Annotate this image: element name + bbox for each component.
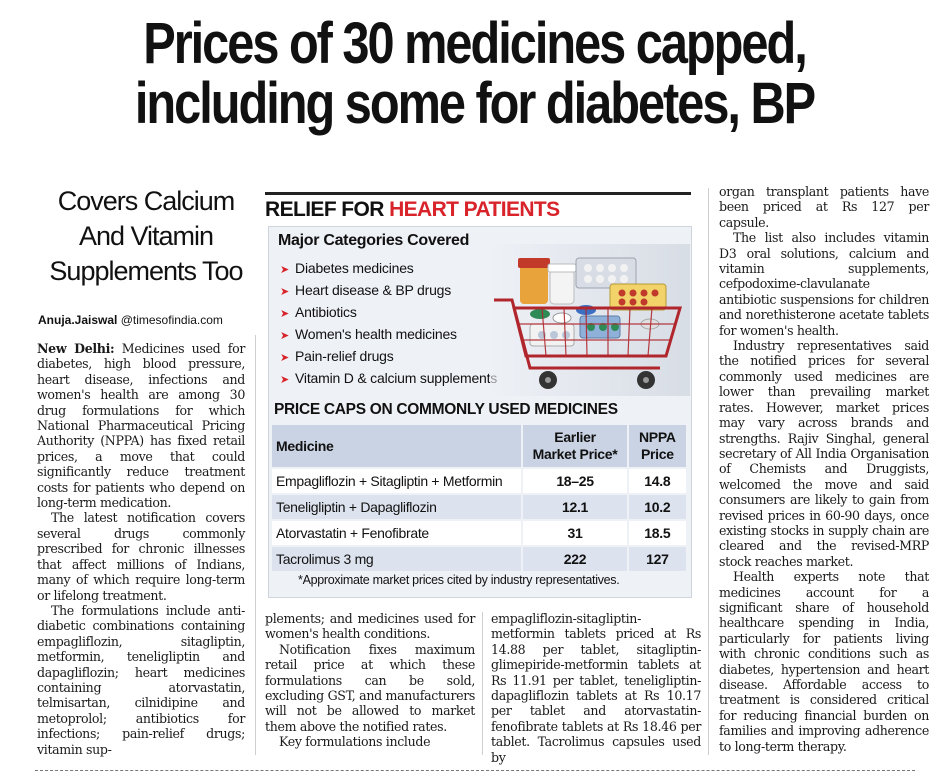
category-label: Diabetes medicines <box>295 260 414 276</box>
infobox-title: RELIEF FOR HEART PATIENTS <box>265 198 560 221</box>
category-label: Antibiotics <box>295 304 357 320</box>
column-header-nppa-price: NPPA Price <box>627 425 686 468</box>
cell-earlier-price: 12.1 <box>522 493 629 520</box>
category-label: Heart disease & BP drugs <box>295 282 452 298</box>
cell-medicine: Tacrolimus 3 mg <box>272 545 524 571</box>
table-row: Atorvastatin + Fenofibrate 31 18.5 <box>272 519 686 546</box>
article-paragraph: Industry representatives said the notifi… <box>719 338 929 569</box>
article-column-1: New Delhi: Medicines used for diabetes, … <box>37 341 245 757</box>
cell-medicine: Empagliflozin + Sitagliptin + Metformin <box>272 467 524 494</box>
table-row: Empagliflozin + Sitagliptin + Metformin 1… <box>272 467 686 494</box>
category-item: ➤ Women's health medicines <box>280 323 497 345</box>
article-paragraph: Notification fixes maximum retail price … <box>265 641 475 734</box>
article-paragraph: The latest notification covers several d… <box>37 510 245 603</box>
categories-list: ➤ Diabetes medicines ➤ Heart disease & BP d… <box>280 257 497 389</box>
column-header-medicine: Medicine <box>272 425 524 468</box>
cell-nppa-price: 14.8 <box>627 467 686 494</box>
article-paragraph: Key formulations include <box>279 734 431 750</box>
column-divider <box>255 335 256 755</box>
table-header-row: Medicine Earlier Market Price* NPPA Price <box>272 425 686 468</box>
article-paragraph: organ transplant patients have been pric… <box>719 184 929 230</box>
headline-line-1: Prices of 30 medicines capped, <box>143 11 808 76</box>
column-divider <box>708 188 709 755</box>
category-item: ➤ Vitamin D & calcium supplements <box>280 367 497 389</box>
cell-earlier-price: 18–25 <box>522 467 629 494</box>
article-paragraph: New Delhi: Medicines used for diabetes, … <box>37 341 245 511</box>
column-divider <box>482 612 483 755</box>
subhead: Covers Calcium And Vitamin Supplements T… <box>30 184 262 289</box>
byline-author: Anuja.Jaiswal <box>38 313 118 327</box>
cell-nppa-price: 18.5 <box>627 519 686 546</box>
category-label: Women's health medicines <box>295 326 457 342</box>
article-column-2: plements; and medicines used for women's… <box>265 611 475 750</box>
arrow-bullet-icon: ➤ <box>280 330 290 342</box>
arrow-bullet-icon: ➤ <box>280 286 290 298</box>
subhead-line-2: And Vitamin <box>78 221 214 251</box>
article-paragraph: The formulations include anti-diabetic c… <box>37 602 245 757</box>
infobox-top-rule <box>265 192 691 195</box>
arrow-bullet-icon: ➤ <box>280 264 290 276</box>
article-column-4: organ transplant patients have been pric… <box>719 184 929 754</box>
article-paragraph: empagliflozin-sitagliptin-metformin tabl… <box>491 611 701 765</box>
article-paragraph: The list also includes vitamin D3 oral s… <box>719 230 929 338</box>
table-row: Teneligliptin + Dapagliflozin 12.1 10.2 <box>272 493 686 520</box>
cell-earlier-price: 31 <box>522 519 629 546</box>
arrow-bullet-icon: ➤ <box>280 374 290 386</box>
cell-nppa-price: 127 <box>627 545 686 571</box>
cell-medicine: Teneligliptin + Dapagliflozin <box>272 493 524 520</box>
cell-earlier-price: 222 <box>522 545 629 571</box>
table-footnote: *Approximate market prices cited by indu… <box>298 573 620 587</box>
categories-heading: Major Categories Covered <box>278 232 470 249</box>
category-item: ➤ Pain-relief drugs <box>280 345 497 367</box>
infobox-title-accent: HEART PATIENTS <box>389 198 560 221</box>
category-item: ➤ Diabetes medicines <box>280 257 497 279</box>
bottom-rule <box>35 770 915 771</box>
headline: Prices of 30 medicines capped, including… <box>76 14 873 134</box>
article-paragraph: plements; and medicines used for women's… <box>265 611 475 642</box>
price-caps-heading: PRICE CAPS ON COMMONLY USED MEDICINES <box>274 401 618 418</box>
headline-line-2: including some for diabetes, BP <box>134 71 816 136</box>
category-item: ➤ Heart disease & BP drugs <box>280 279 497 301</box>
article-column-3: empagliflozin-sitagliptin-metformin tabl… <box>491 611 701 765</box>
arrow-bullet-icon: ➤ <box>280 352 290 364</box>
byline-handle: @timesofindia.com <box>117 313 223 327</box>
arrow-bullet-icon: ➤ <box>280 308 290 320</box>
column-header-earlier-price: Earlier Market Price* <box>522 425 629 468</box>
price-caps-table: Medicine Earlier Market Price* NPPA Price … <box>272 425 686 571</box>
table-row: Tacrolimus 3 mg 222 127 <box>272 545 686 571</box>
shopping-cart-pills-image <box>490 244 690 396</box>
category-item: ➤ Antibiotics <box>280 301 497 323</box>
category-label: Vitamin D & calcium supplements <box>295 370 498 386</box>
dateline: New Delhi: <box>37 341 115 356</box>
cell-medicine: Atorvastatin + Fenofibrate <box>272 519 524 546</box>
category-label: Pain-relief drugs <box>295 348 394 364</box>
cell-nppa-price: 10.2 <box>627 493 686 520</box>
subhead-line-1: Covers Calcium <box>57 186 236 216</box>
byline: Anuja.Jaiswal @timesofindia.com <box>38 313 223 327</box>
article-paragraph: Health experts note that medicines accou… <box>719 569 929 754</box>
subhead-line-3: Supplements Too <box>49 256 243 286</box>
